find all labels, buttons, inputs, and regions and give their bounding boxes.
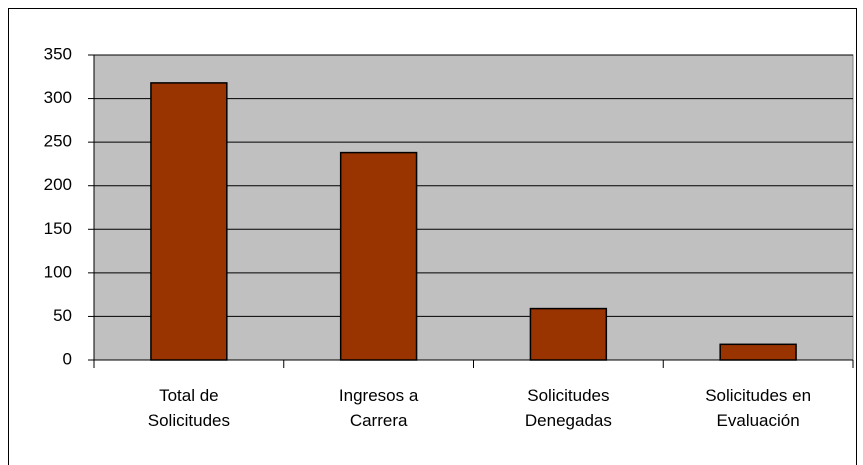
y-tick-label: 250: [44, 132, 72, 151]
bar: [339, 151, 418, 361]
y-tick-label: 200: [44, 175, 72, 194]
x-tick-label: Ingresos a Carrera: [338, 386, 419, 430]
bar: [719, 343, 797, 361]
bar: [150, 82, 228, 361]
y-tick-label: 50: [53, 306, 72, 325]
x-tick-label: Solicitudes Denegadas: [524, 386, 612, 430]
bar: [529, 307, 608, 361]
x-tick-label: Solicitudes en Evaluación: [705, 386, 812, 430]
y-tick-label: 150: [44, 219, 72, 238]
y-tick-label: 300: [44, 88, 72, 107]
x-tick-label: Total de Solicitudes: [147, 386, 230, 430]
y-tick-label: 350: [44, 44, 72, 63]
y-tick-label: 0: [63, 349, 72, 368]
y-tick-label: 100: [44, 262, 72, 281]
